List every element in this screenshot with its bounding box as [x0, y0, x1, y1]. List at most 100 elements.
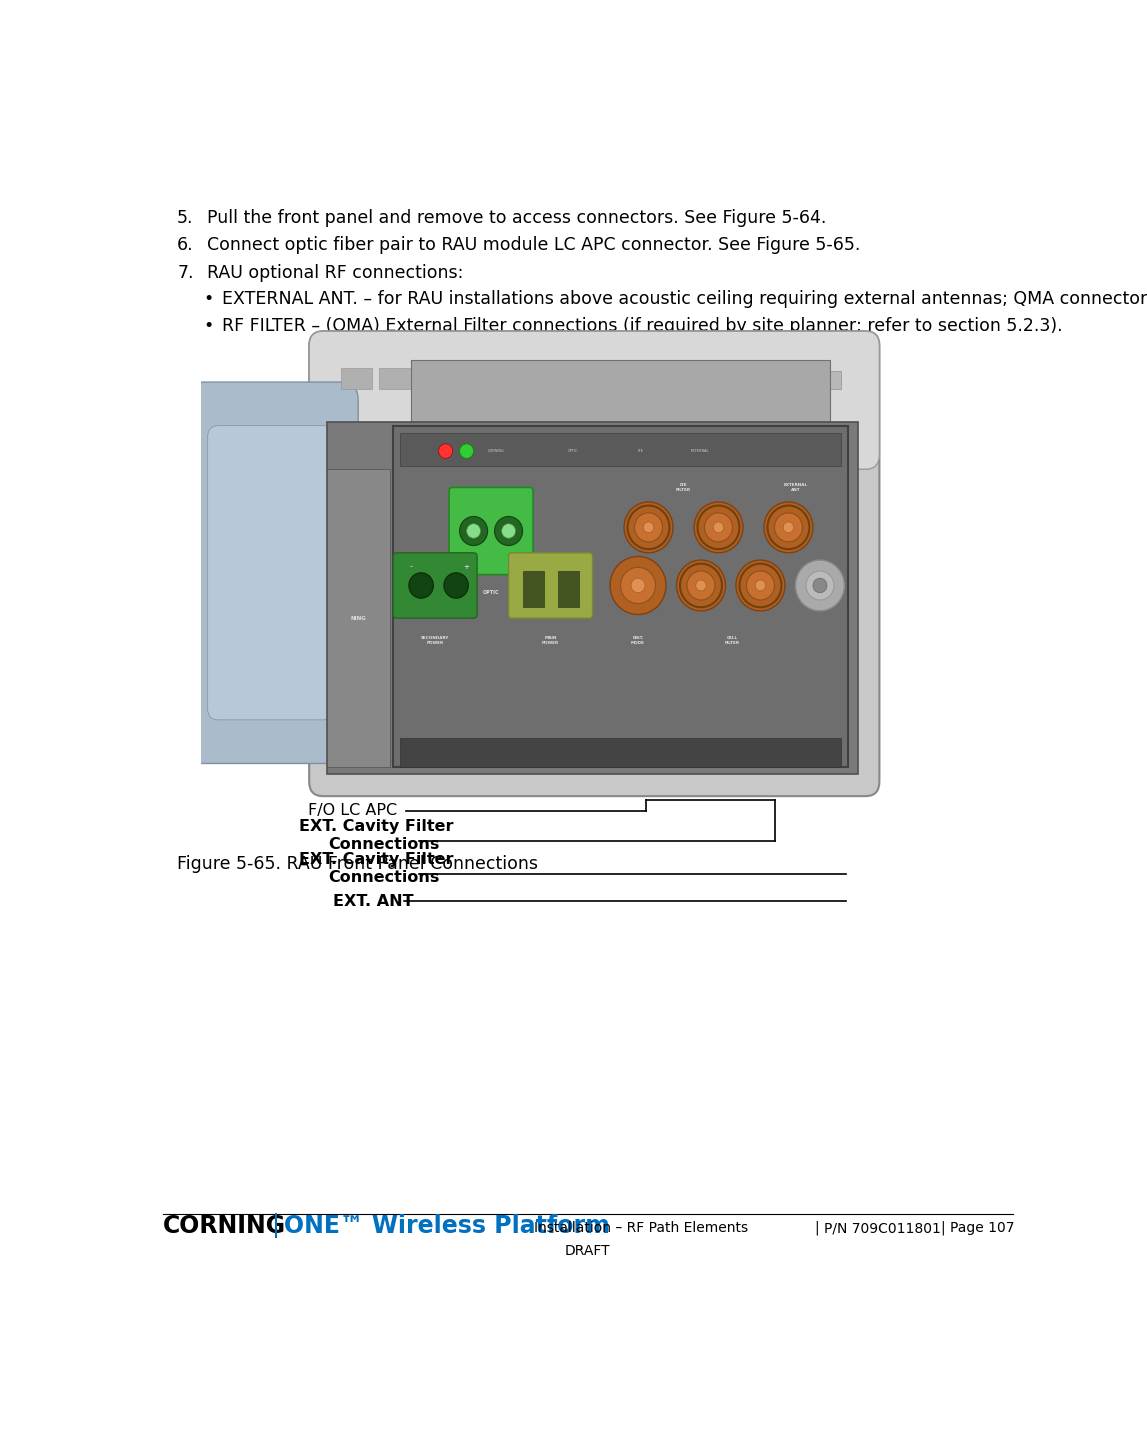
Circle shape — [764, 502, 813, 552]
Bar — [411, 360, 830, 426]
Bar — [494, 367, 526, 389]
FancyBboxPatch shape — [310, 331, 880, 469]
Bar — [341, 367, 372, 389]
Circle shape — [460, 517, 487, 545]
Text: EXTERNAL ANT. – for RAU installations above acoustic ceiling requiring external : EXTERNAL ANT. – for RAU installations ab… — [221, 290, 1147, 309]
Text: MAIN
POWER: MAIN POWER — [543, 636, 559, 644]
Bar — [571, 367, 603, 389]
FancyBboxPatch shape — [508, 552, 593, 618]
Text: Page 107: Page 107 — [950, 1221, 1014, 1236]
Bar — [687, 367, 718, 389]
Text: DRAFT: DRAFT — [565, 1244, 610, 1258]
Text: Connections: Connections — [328, 837, 439, 851]
Bar — [523, 571, 544, 607]
Bar — [380, 367, 411, 389]
Circle shape — [747, 571, 774, 600]
Bar — [778, 372, 841, 389]
Text: RAU optional RF connections:: RAU optional RF connections: — [208, 264, 463, 281]
FancyBboxPatch shape — [450, 488, 533, 574]
Circle shape — [643, 522, 654, 532]
Text: |: | — [814, 1221, 819, 1236]
Circle shape — [687, 571, 715, 600]
Bar — [778, 372, 841, 389]
Circle shape — [610, 557, 666, 614]
Bar — [418, 367, 450, 389]
Bar — [778, 372, 841, 389]
Circle shape — [631, 578, 645, 593]
Bar — [726, 367, 757, 389]
FancyBboxPatch shape — [310, 331, 880, 796]
Bar — [764, 367, 796, 389]
Bar — [393, 426, 848, 768]
Circle shape — [704, 512, 733, 542]
Text: DIST.
MODE: DIST. MODE — [631, 636, 645, 644]
Bar — [327, 469, 390, 768]
Circle shape — [501, 524, 516, 538]
Text: F/O LC APC: F/O LC APC — [307, 804, 397, 818]
Text: LTE
FILTER: LTE FILTER — [676, 484, 690, 492]
Circle shape — [806, 571, 834, 600]
Circle shape — [696, 580, 707, 591]
Circle shape — [621, 567, 656, 604]
Bar — [400, 433, 841, 465]
Bar — [533, 367, 564, 389]
Text: ONE™ Wireless Platform: ONE™ Wireless Platform — [283, 1214, 610, 1238]
Text: Pull the front panel and remove to access connectors. See Figure 5-64.: Pull the front panel and remove to acces… — [208, 208, 827, 227]
FancyBboxPatch shape — [393, 552, 477, 618]
Circle shape — [677, 560, 726, 611]
Circle shape — [494, 517, 523, 545]
Circle shape — [694, 502, 743, 552]
Text: -: - — [409, 564, 412, 570]
Circle shape — [624, 502, 673, 552]
Text: •: • — [204, 317, 214, 334]
Text: OPTIC: OPTIC — [568, 449, 578, 453]
Text: 5.: 5. — [177, 208, 194, 227]
Bar — [778, 372, 841, 389]
Text: Installation – RF Path Elements: Installation – RF Path Elements — [535, 1221, 748, 1236]
Circle shape — [438, 443, 453, 458]
Bar — [610, 367, 641, 389]
Text: EXT. Cavity Filter: EXT. Cavity Filter — [299, 852, 453, 867]
Bar — [778, 372, 841, 389]
Text: OPTIC: OPTIC — [483, 590, 499, 596]
Circle shape — [774, 512, 803, 542]
Circle shape — [444, 573, 468, 598]
Text: |: | — [272, 1214, 280, 1238]
Text: CELL
FILTER: CELL FILTER — [725, 636, 740, 644]
Text: Figure 5-65. RAU Front Panel Connections: Figure 5-65. RAU Front Panel Connections — [177, 855, 538, 872]
Text: 6.: 6. — [177, 237, 194, 254]
Text: •: • — [204, 290, 214, 309]
Bar — [557, 571, 578, 607]
Circle shape — [460, 443, 474, 458]
Bar — [457, 367, 487, 389]
Bar — [400, 738, 841, 768]
Text: CORNING: CORNING — [487, 449, 505, 453]
Text: EXTERNAL: EXTERNAL — [690, 449, 709, 453]
Circle shape — [796, 560, 844, 611]
Bar — [327, 422, 858, 775]
Text: RF FILTER – (QMA) External Filter connections (if required by site planner; refe: RF FILTER – (QMA) External Filter connec… — [221, 317, 1062, 334]
FancyBboxPatch shape — [208, 426, 334, 720]
Text: EXTERNAL
ANT: EXTERNAL ANT — [783, 484, 807, 492]
Text: Connections: Connections — [328, 870, 439, 884]
Circle shape — [634, 512, 663, 542]
Text: 7.: 7. — [177, 264, 194, 281]
Bar — [778, 372, 841, 389]
Circle shape — [713, 522, 724, 532]
Bar — [648, 367, 680, 389]
Circle shape — [408, 573, 434, 598]
Circle shape — [467, 524, 481, 538]
Text: EXT. Cavity Filter: EXT. Cavity Filter — [299, 819, 453, 834]
Circle shape — [783, 522, 794, 532]
Text: +: + — [463, 564, 469, 570]
Text: NING: NING — [350, 616, 366, 621]
Circle shape — [736, 560, 785, 611]
Circle shape — [813, 578, 827, 593]
Text: Connect optic fiber pair to RAU module LC APC connector. See Figure 5-65.: Connect optic fiber pair to RAU module L… — [208, 237, 860, 254]
Text: LTE: LTE — [638, 449, 643, 453]
Text: |: | — [939, 1221, 944, 1236]
Text: SECONDARY
POWER: SECONDARY POWER — [421, 636, 450, 644]
Text: EXT. ANT: EXT. ANT — [333, 894, 413, 908]
Text: P/N 709C011801: P/N 709C011801 — [825, 1221, 942, 1236]
Text: CORNING: CORNING — [163, 1214, 286, 1238]
